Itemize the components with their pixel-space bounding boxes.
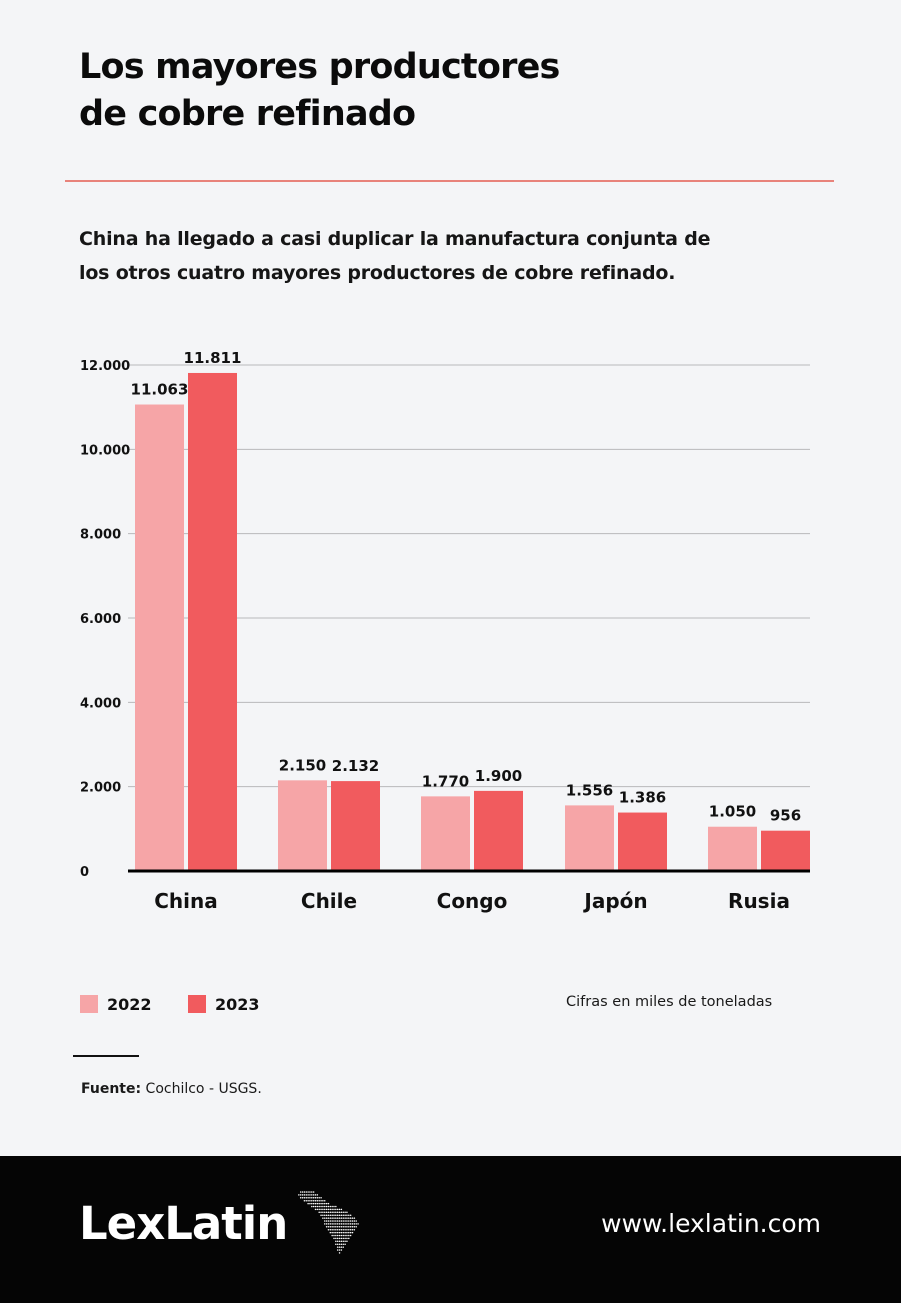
y-tick-label: 8.000 bbox=[80, 528, 121, 543]
data-label-2023: 1.386 bbox=[619, 789, 666, 807]
x-tick-label: Rusia bbox=[728, 889, 790, 913]
legend-item-2023: 2023 bbox=[188, 992, 260, 1016]
subtitle-line-1: China ha llegado a casi duplicar la manu… bbox=[79, 228, 711, 250]
x-tick-label: China bbox=[154, 889, 218, 913]
data-label-2023: 2.132 bbox=[332, 757, 379, 775]
data-label-2022: 1.556 bbox=[566, 781, 613, 799]
source-label: Fuente: bbox=[81, 1081, 142, 1097]
x-tick-label: Congo bbox=[437, 889, 508, 913]
bar-2023 bbox=[331, 781, 380, 871]
page-title: Los mayores productores de cobre refinad… bbox=[79, 44, 779, 138]
y-tick-label: 0 bbox=[80, 865, 89, 880]
x-tick-label: Japón bbox=[582, 889, 647, 913]
bar-2023 bbox=[188, 372, 237, 871]
source-text: Cochilco - USGS. bbox=[141, 1081, 262, 1097]
bar-2022 bbox=[421, 796, 470, 871]
y-tick-label: 12.000 bbox=[80, 359, 130, 374]
legend-label-2023: 2023 bbox=[215, 994, 260, 1014]
subtitle-line-2: los otros cuatro mayores productores de … bbox=[79, 262, 676, 284]
bar-2022 bbox=[278, 780, 327, 871]
bar-2023 bbox=[474, 790, 523, 871]
y-tick-label: 6.000 bbox=[80, 612, 121, 627]
title-divider bbox=[65, 180, 834, 182]
data-label-2022: 11.063 bbox=[131, 381, 189, 399]
data-label-2022: 2.150 bbox=[279, 756, 326, 774]
units-note: Cifras en miles de toneladas bbox=[566, 994, 773, 1010]
footer: LexLatin www.lexlatin.com bbox=[0, 1156, 901, 1303]
data-label-2022: 1.770 bbox=[422, 772, 469, 790]
subtitle: China ha llegado a casi duplicar la manu… bbox=[79, 222, 799, 290]
legend-item-2022: 2022 bbox=[80, 992, 152, 1016]
source-note: Fuente: Cochilco - USGS. bbox=[81, 1081, 262, 1097]
y-tick-label: 10.000 bbox=[80, 443, 130, 458]
data-label-2023: 956 bbox=[770, 807, 801, 825]
bar-2023 bbox=[761, 830, 810, 871]
x-tick-label: Chile bbox=[301, 889, 357, 913]
source-divider bbox=[73, 1055, 139, 1057]
legend-swatch-2023 bbox=[188, 995, 206, 1013]
bar-2022 bbox=[565, 805, 614, 871]
bar-2023 bbox=[618, 812, 667, 871]
data-label-2022: 1.050 bbox=[709, 803, 756, 821]
lexlatin-logo[interactable]: LexLatin bbox=[79, 1197, 288, 1250]
bar-2022 bbox=[135, 404, 184, 871]
title-line-2: de cobre refinado bbox=[79, 94, 416, 134]
legend-swatch-2022 bbox=[80, 995, 98, 1013]
data-label-2023: 11.811 bbox=[184, 349, 242, 367]
bar-2022 bbox=[708, 826, 757, 871]
title-line-1: Los mayores productores bbox=[79, 47, 560, 87]
y-tick-label: 2.000 bbox=[80, 781, 121, 796]
y-tick-label: 4.000 bbox=[80, 696, 121, 711]
latin-america-map-icon bbox=[298, 1191, 359, 1254]
data-label-2023: 1.900 bbox=[475, 767, 522, 785]
website-link[interactable]: www.lexlatin.com bbox=[601, 1209, 821, 1238]
legend-label-2022: 2022 bbox=[107, 994, 152, 1014]
